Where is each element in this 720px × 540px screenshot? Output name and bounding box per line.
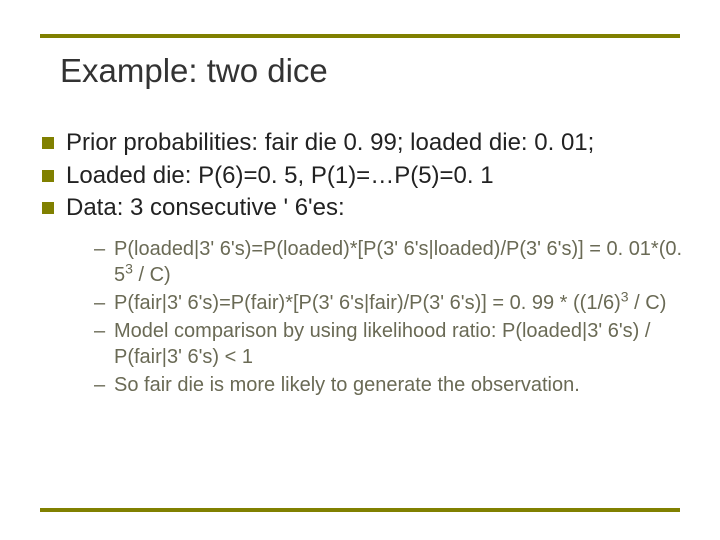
sub-bullet-text: / C) (133, 264, 171, 286)
sub-bullet-text: P(loaded|3' 6's)=P(loaded)*[P(3' 6's|loa… (114, 238, 682, 286)
superscript: 3 (125, 261, 133, 277)
sub-bullet-text: P(fair|3' 6's)=P(fair)*[P(3' 6's|fair)/P… (114, 292, 621, 314)
bullet-item: Loaded die: P(6)=0. 5, P(1)=…P(5)=0. 1 (40, 161, 690, 192)
sub-bullet-item: P(loaded|3' 6's)=P(loaded)*[P(3' 6's|loa… (94, 236, 690, 288)
sub-bullet-item: P(fair|3' 6's)=P(fair)*[P(3' 6's|fair)/P… (94, 290, 690, 316)
sub-bullet-item: Model comparison by using likelihood rat… (94, 318, 690, 370)
bullet-text: Data: 3 consecutive ' 6'es: (66, 194, 345, 221)
sub-bullet-text: / C) (629, 292, 667, 314)
bottom-rule (40, 508, 680, 512)
slide: Example: two dice Prior probabilities: f… (0, 0, 720, 540)
top-rule (40, 34, 680, 38)
bullet-item: Prior probabilities: fair die 0. 99; loa… (40, 128, 690, 159)
bullet-list: Prior probabilities: fair die 0. 99; loa… (40, 128, 690, 398)
sub-bullet-list: P(loaded|3' 6's)=P(loaded)*[P(3' 6's|loa… (66, 236, 690, 398)
slide-title: Example: two dice (60, 52, 328, 90)
sub-bullet-item: So fair die is more likely to generate t… (94, 372, 690, 398)
bullet-item: Data: 3 consecutive ' 6'es: P(loaded|3' … (40, 193, 690, 398)
slide-content: Prior probabilities: fair die 0. 99; loa… (40, 128, 690, 400)
superscript: 3 (621, 289, 629, 305)
